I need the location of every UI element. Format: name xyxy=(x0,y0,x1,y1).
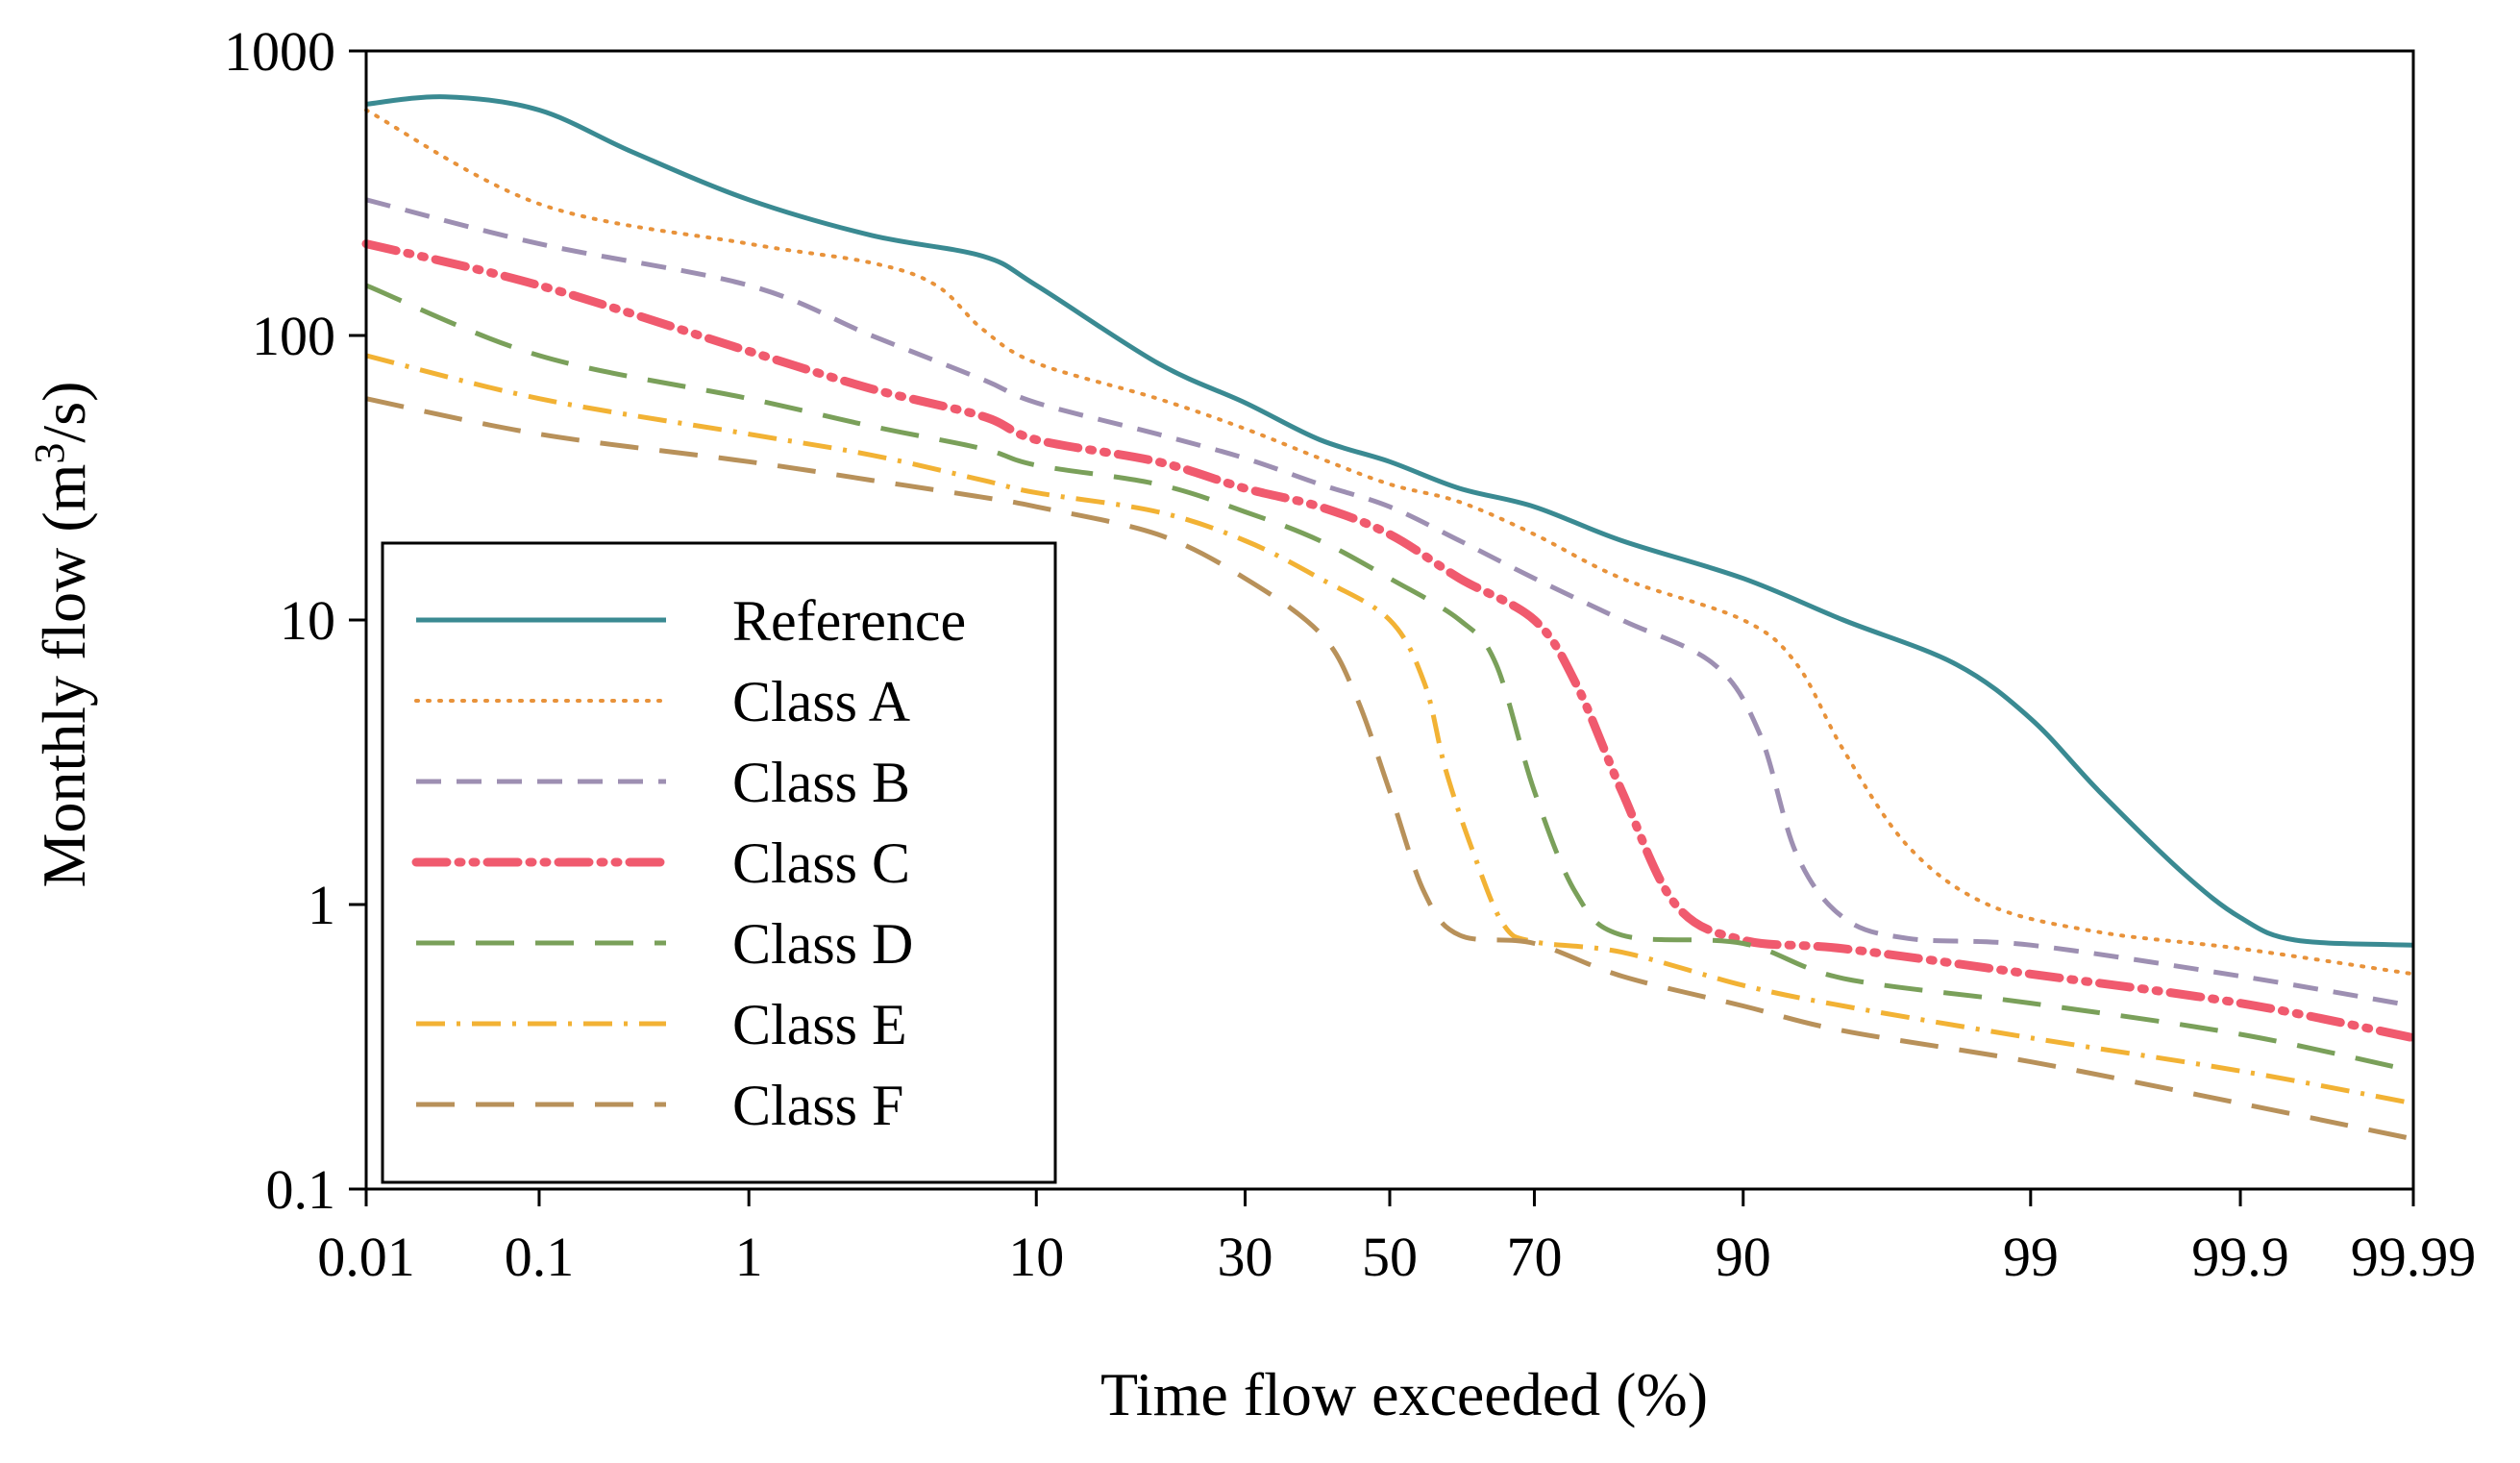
x-tick-label: 70 xyxy=(1506,1226,1562,1288)
legend-label: Class B xyxy=(732,751,910,814)
series-line-class-d xyxy=(365,283,2414,1074)
series-line-class-f xyxy=(365,396,2414,1142)
y-axis-title-suffix: /s) xyxy=(30,382,98,443)
series-line-reference xyxy=(365,94,2414,948)
legend-label: Class C xyxy=(732,831,910,895)
y-tick-label: 100 xyxy=(252,305,335,367)
y-axis-title-superscript: 3 xyxy=(26,443,73,464)
y-tick-label: 1000 xyxy=(224,20,335,83)
ticks-layer: 0.01 0.1 1 10 30 50 70 90 99 99.9 99.990.111010010… xyxy=(224,20,2476,1288)
y-tick-label: 1 xyxy=(308,874,335,936)
y-tick-label: 0.1 xyxy=(266,1158,336,1221)
legend-label: Class A xyxy=(732,670,910,733)
series-line-class-b xyxy=(365,197,2414,1008)
legend-label: Class E xyxy=(732,993,907,1056)
y-tick-label: 10 xyxy=(280,589,335,652)
x-tick-label: 0.01 xyxy=(317,1226,415,1288)
x-tick-label: 50 xyxy=(1362,1226,1418,1288)
legend-label: Class F xyxy=(732,1074,903,1137)
series-line-class-e xyxy=(365,353,2414,1106)
series-line-class-a xyxy=(364,108,2415,977)
legend-label: Reference xyxy=(732,589,966,653)
series-line-class-c xyxy=(361,239,2418,1043)
x-tick-label: 10 xyxy=(1008,1226,1064,1288)
y-axis-title-prefix: Monthly flow (m xyxy=(30,464,98,888)
x-tick-label: 99.9 xyxy=(2191,1226,2289,1288)
x-tick-label: 30 xyxy=(1218,1226,1273,1288)
x-tick-label: 99.99 xyxy=(2351,1226,2477,1288)
x-tick-label: 99 xyxy=(2003,1226,2059,1288)
x-axis-title: Time flow exceeded (%) xyxy=(1100,1360,1708,1428)
x-tick-label: 0.1 xyxy=(505,1226,575,1288)
legend-label: Class D xyxy=(732,912,913,976)
series-layer xyxy=(361,94,2418,1142)
x-tick-label: 1 xyxy=(735,1226,763,1288)
x-tick-label: 90 xyxy=(1716,1226,1771,1288)
y-axis-title: Monthly flow (m3/s) xyxy=(26,382,98,888)
legend: Reference Class A Class B Class C Class D Cla… xyxy=(381,541,1057,1184)
